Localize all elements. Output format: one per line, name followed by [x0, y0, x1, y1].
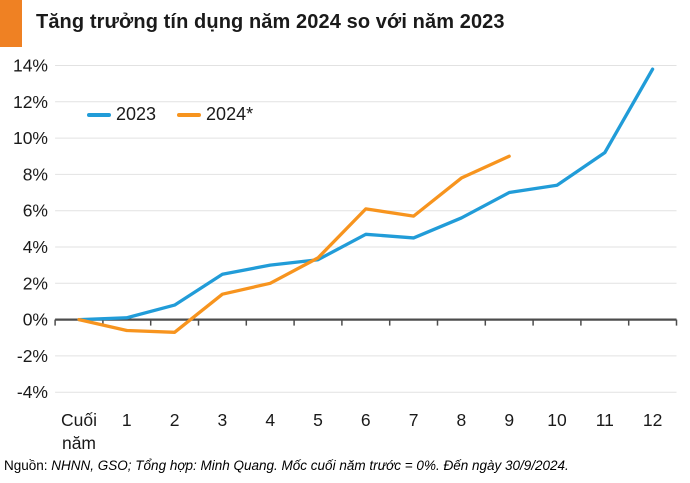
y-tick-label: -2%: [17, 346, 48, 366]
y-tick-label: 12%: [13, 92, 48, 112]
y-tick-label: -4%: [17, 382, 48, 402]
legend-item-2024: 2024*: [177, 104, 253, 125]
source-prefix: Nguồn:: [4, 458, 48, 473]
legend-label-2023: 2023: [116, 104, 157, 124]
x-axis-label: 3: [218, 410, 228, 430]
y-tick-label: 0%: [23, 310, 48, 330]
x-axis-label: 4: [265, 410, 275, 430]
series-line-2023: [77, 67, 655, 322]
x-axis-label: 11: [596, 410, 614, 430]
chart-legend: 2023 2024*: [87, 104, 253, 125]
chart-area: 14% 12% 10% 8% 6% 4% 2% 0% -2% -4% Cuối năm 1 2 3 4 5 6 7 8…: [0, 48, 690, 453]
y-tick-label: 14%: [13, 56, 48, 76]
x-axis-label: Cuối năm: [61, 410, 97, 453]
legend-swatch-2023: [87, 112, 111, 117]
x-axis-label: 2: [170, 410, 180, 430]
source-note: Nguồn: NHNN, GSO; Tổng hợp: Minh Quang. …: [4, 458, 569, 473]
x-axis-label: 7: [409, 410, 419, 430]
accent-bar: [0, 0, 22, 47]
x-axis-label: 10: [547, 410, 567, 430]
y-tick-label: 6%: [23, 201, 48, 221]
x-axis-label: 1: [122, 410, 132, 430]
legend-item-2023: 2023: [87, 104, 156, 125]
series-line-2024*: [77, 154, 511, 334]
x-axis-label: 9: [504, 410, 514, 430]
chart-title: Tăng trưởng tín dụng năm 2024 so với năm…: [36, 11, 505, 33]
x-axis-label: 6: [361, 410, 371, 430]
y-tick-label: 2%: [23, 273, 48, 293]
x-axis-label: 8: [457, 410, 467, 430]
x-axis-label: 5: [313, 410, 323, 430]
legend-swatch-2024: [177, 112, 202, 117]
y-tick-label: 8%: [23, 164, 48, 184]
legend-label-2024: 2024*: [206, 104, 254, 124]
y-tick-label: 10%: [13, 128, 48, 148]
y-tick-label: 4%: [23, 237, 48, 257]
x-axis-label: 12: [643, 410, 662, 430]
source-text: NHNN, GSO; Tổng hợp: Minh Quang. Mốc cuố…: [47, 458, 569, 473]
